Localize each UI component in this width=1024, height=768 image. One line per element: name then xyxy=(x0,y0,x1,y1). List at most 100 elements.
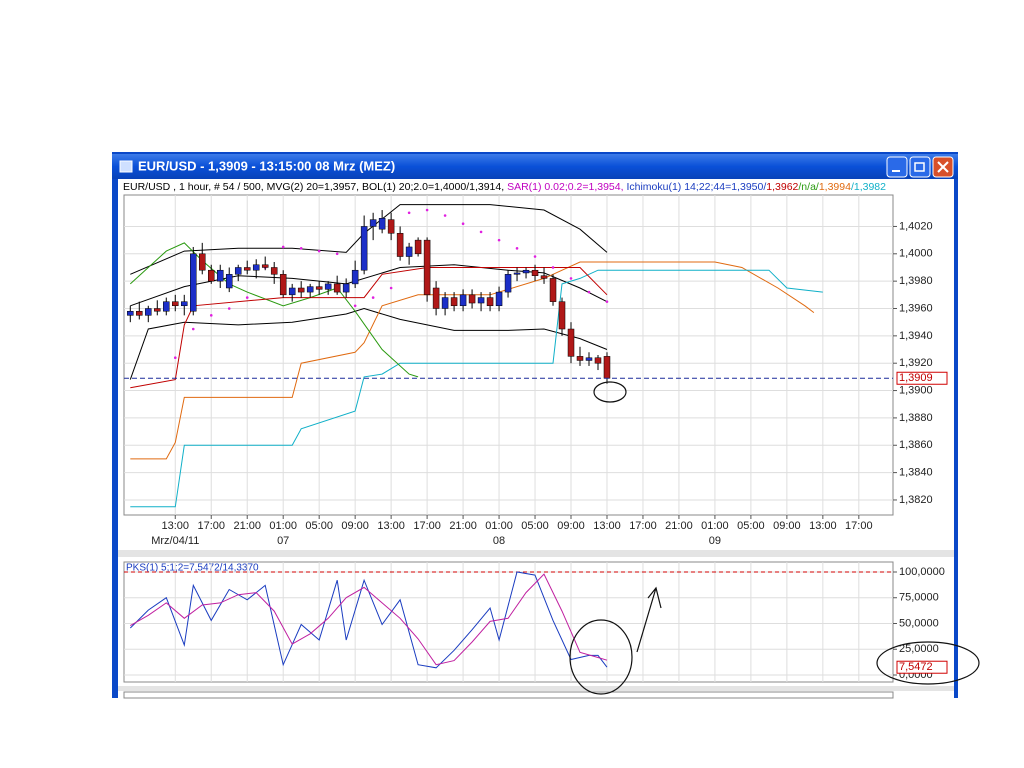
candle-body xyxy=(378,217,386,230)
sar-dot xyxy=(407,211,411,215)
candle-body xyxy=(216,269,224,282)
candle-body xyxy=(342,283,350,293)
price-panel xyxy=(123,194,894,516)
candle-body xyxy=(513,272,521,275)
candle-body xyxy=(603,356,611,379)
info-segment: SAR(1) 0.02;0.2=1,3954, xyxy=(507,181,626,193)
sar-dot xyxy=(425,208,429,212)
sar-dot xyxy=(587,290,591,294)
candle-body xyxy=(270,267,278,275)
candle-body xyxy=(288,287,296,296)
candle-body xyxy=(351,269,359,285)
candle-body xyxy=(369,219,377,227)
x-tick-label: 17:00 xyxy=(413,520,441,532)
x-tick-label: 13:00 xyxy=(809,520,837,532)
current-value-box xyxy=(896,660,948,674)
y-tick-label: 1,3860 xyxy=(899,439,933,451)
candle-body xyxy=(136,310,143,316)
date-label: Mrz/04/11 xyxy=(151,535,199,547)
x-tick-label: 01:00 xyxy=(485,520,513,532)
candle-body xyxy=(477,297,485,304)
candle-body xyxy=(405,246,413,257)
x-tick-label: 09:00 xyxy=(557,520,585,532)
candle-body xyxy=(396,233,404,257)
panel-splitter xyxy=(118,686,954,691)
x-tick-label: 01:00 xyxy=(701,520,729,532)
oscillator-panel xyxy=(123,561,894,683)
hand-circle xyxy=(569,619,633,695)
date-label: 07 xyxy=(277,535,289,547)
sar-dot xyxy=(479,230,483,234)
indicator-line xyxy=(130,267,608,389)
candle-body xyxy=(279,274,287,296)
sar-dot xyxy=(569,277,573,280)
hand-arrow xyxy=(636,586,662,653)
y-tick-label: 100,0000 xyxy=(899,566,945,578)
sar-dot xyxy=(281,245,285,249)
y-tick-label: 1,3820 xyxy=(899,494,933,506)
candle-body xyxy=(306,286,314,293)
candle-body xyxy=(549,278,557,302)
indicator-line xyxy=(129,307,608,380)
x-tick-label: 09:00 xyxy=(773,520,801,532)
candle-body xyxy=(261,264,269,268)
restore-button[interactable] xyxy=(909,156,931,178)
date-label: 09 xyxy=(709,535,721,547)
candle-body xyxy=(504,274,512,293)
sar-dot xyxy=(227,307,231,310)
window-icon xyxy=(119,160,133,173)
x-tick-label: 21:00 xyxy=(449,520,477,532)
info-segment: 1,3962 xyxy=(766,181,798,193)
sar-dot xyxy=(209,314,213,317)
candle-body xyxy=(585,357,593,361)
hand-circle xyxy=(876,641,980,685)
x-tick-label: 05:00 xyxy=(737,520,765,532)
candle-body xyxy=(243,267,251,271)
candle-body xyxy=(172,301,179,307)
info-line: EUR/USD , 1 hour, # 54 / 500, MVG(2) 20=… xyxy=(123,181,886,193)
candle-body xyxy=(252,264,260,271)
candle-body xyxy=(387,219,395,234)
current-value-box xyxy=(896,371,948,385)
candle-body xyxy=(594,357,602,364)
sar-dot xyxy=(515,247,519,250)
candle-body xyxy=(450,297,458,307)
sar-dot xyxy=(551,266,555,269)
x-tick-label: 05:00 xyxy=(305,520,333,532)
x-tick-label: 21:00 xyxy=(233,520,261,532)
candle-body xyxy=(315,286,323,290)
x-tick-label: 17:00 xyxy=(845,520,873,532)
candle-body xyxy=(190,253,197,312)
y-tick-label: 1,3940 xyxy=(899,330,933,342)
indicator-line xyxy=(129,571,608,669)
y-tick-label: 1,3980 xyxy=(899,275,933,287)
candle-body xyxy=(531,269,539,276)
candle-body xyxy=(163,301,170,312)
minimize-button[interactable] xyxy=(886,156,908,178)
sar-dot xyxy=(353,304,357,308)
y-tick-label: 25,0000 xyxy=(899,643,939,655)
indicator-line xyxy=(130,261,815,460)
hand-annotations xyxy=(569,381,980,695)
window-buttons xyxy=(886,156,954,178)
candle-body xyxy=(432,287,440,309)
oscillator-title: PKS(1) 5;1;2=7,5472/14,3370 xyxy=(126,563,259,574)
x-tick-label: 13:00 xyxy=(377,520,405,532)
x-tick-label: 21:00 xyxy=(665,520,693,532)
candle-body xyxy=(127,310,134,316)
window-title: EUR/USD - 1,3909 - 13:15:00 08 Mrz (MEZ) xyxy=(138,158,395,173)
y-tick-label: 50,0000 xyxy=(899,617,939,629)
candle-body xyxy=(540,275,548,279)
y-tick-label: 1,4020 xyxy=(899,220,933,232)
candle-body xyxy=(567,328,575,357)
sar-dot xyxy=(461,222,465,226)
candle-body xyxy=(154,308,161,312)
third-panel xyxy=(123,691,894,699)
current-value-label: 7,5472 xyxy=(899,661,933,673)
sar-dot xyxy=(299,247,303,250)
date-label: 08 xyxy=(493,535,505,547)
candle-body xyxy=(423,239,431,296)
candle-body xyxy=(324,283,332,290)
candle-body xyxy=(333,283,341,293)
